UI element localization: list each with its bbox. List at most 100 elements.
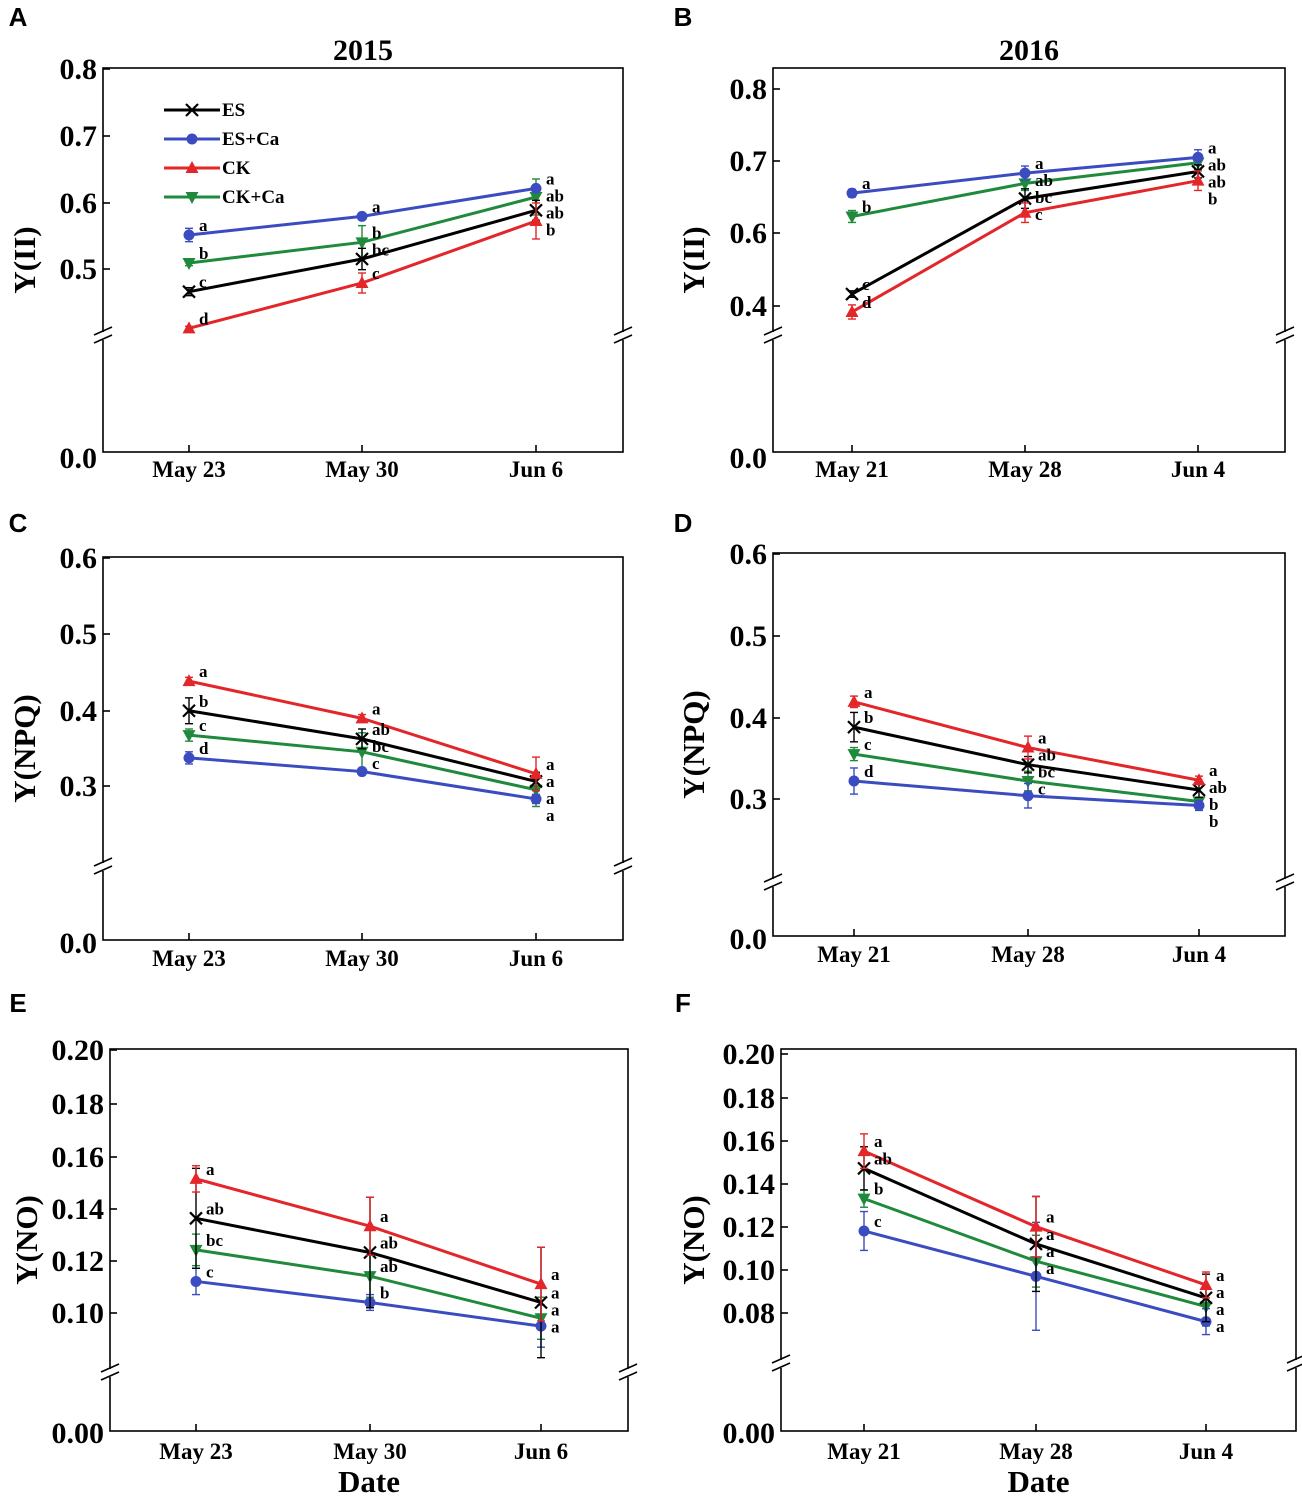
x-tick-label: May 28 bbox=[988, 457, 1061, 482]
series-es-ca bbox=[848, 767, 1205, 812]
legend-label: CK+Ca bbox=[222, 187, 285, 208]
plot-frame bbox=[102, 556, 624, 941]
significance-letter: d bbox=[862, 293, 872, 312]
x-tick-label: Jun 4 bbox=[1172, 942, 1227, 967]
y-tick-label: 0.4 bbox=[730, 290, 768, 323]
legend-item: ES bbox=[164, 100, 245, 121]
x-tick-label: May 23 bbox=[159, 1439, 232, 1464]
marker-ck bbox=[185, 161, 199, 173]
marker-es-ca bbox=[530, 793, 542, 805]
y-tick-label: 0.08 bbox=[723, 1297, 776, 1330]
y-tick-label: 0.6 bbox=[60, 542, 98, 575]
significance-letter: ab bbox=[1038, 746, 1056, 765]
significance-letter: a bbox=[1046, 1208, 1055, 1227]
panel-d: D 0.3 0.4 0.5 0.6 0.0 May 21 May 28 Jun 4 Y(NPQ) a… bbox=[674, 508, 1295, 967]
legend-item: ES+Ca bbox=[164, 129, 280, 150]
panel-c: C 0.3 0.4 0.5 0.6 0.0 May 23 May 30 Jun 6 Y(NPQ) a… bbox=[7, 508, 633, 971]
marker-es-ca bbox=[356, 766, 368, 778]
significance-letter: c bbox=[862, 275, 870, 294]
significance-letter: b bbox=[546, 220, 555, 239]
significance-letter: a bbox=[551, 1300, 560, 1319]
panel-letter: A bbox=[9, 2, 28, 32]
significance-letter: ab bbox=[380, 1234, 398, 1253]
significance-letter: a bbox=[372, 699, 381, 718]
significance-letter: a bbox=[199, 662, 208, 681]
panel-letter: F bbox=[675, 988, 691, 1018]
series-es bbox=[182, 199, 543, 299]
significance-letter: bc bbox=[372, 737, 389, 756]
plot-frame bbox=[772, 67, 1286, 453]
marker-es-ca bbox=[858, 1225, 870, 1237]
marker-es-ca bbox=[846, 187, 858, 199]
significance-letter: b bbox=[1209, 812, 1218, 831]
panel-letter: C bbox=[9, 508, 28, 538]
x-tick-label: May 21 bbox=[827, 1439, 900, 1464]
y-tick-label: 0.3 bbox=[730, 783, 768, 816]
marker-ck bbox=[534, 1277, 548, 1290]
y-tick-label: 0.12 bbox=[723, 1211, 776, 1244]
y-axis-label: Y(NPQ) bbox=[676, 690, 711, 798]
significance-letter: b bbox=[372, 223, 381, 242]
marker-es bbox=[189, 1211, 203, 1226]
x-tick-label: May 30 bbox=[333, 1439, 406, 1464]
significance-letter: c bbox=[864, 735, 872, 754]
significance-letter: c bbox=[199, 716, 207, 735]
significance-letter: a bbox=[1216, 1317, 1225, 1336]
significance-letter: c bbox=[206, 1262, 214, 1281]
marker-ck-ca bbox=[1021, 776, 1035, 789]
plot-frame bbox=[109, 1048, 629, 1432]
y-tick-label-zero: 0.0 bbox=[730, 442, 768, 475]
series-ck bbox=[189, 1165, 548, 1322]
panel-title: 2015 bbox=[333, 34, 393, 67]
significance-letter: a bbox=[546, 755, 555, 774]
y-tick-label: 0.6 bbox=[730, 538, 768, 571]
significance-letter: c bbox=[372, 754, 380, 773]
y-axis-label: Y(II) bbox=[676, 226, 711, 293]
legend-label: ES bbox=[222, 100, 245, 121]
marker-es bbox=[1021, 757, 1035, 772]
x-tick-label: Jun 4 bbox=[1179, 1439, 1234, 1464]
marker-es-ca bbox=[356, 210, 368, 222]
y-tick-label: 0.7 bbox=[60, 120, 98, 153]
significance-letter: b bbox=[1209, 795, 1218, 814]
y-tick-label: 0.18 bbox=[52, 1088, 105, 1121]
marker-ck bbox=[1021, 740, 1035, 753]
y-axis-label: Y(NO) bbox=[9, 1195, 44, 1285]
y-tick-label: 0.10 bbox=[52, 1297, 105, 1330]
marker-ck-ca bbox=[857, 1193, 871, 1206]
legend-item: CK+Ca bbox=[164, 187, 285, 208]
significance-letter: b bbox=[1208, 189, 1217, 208]
marker-es bbox=[182, 284, 196, 299]
y-tick-label-zero: 0.0 bbox=[730, 923, 768, 956]
significance-letter: bc bbox=[1038, 763, 1055, 782]
marker-es bbox=[1192, 783, 1206, 797]
significance-letter: b bbox=[380, 1283, 389, 1302]
marker-ck-ca bbox=[845, 211, 859, 224]
marker-es bbox=[185, 103, 199, 117]
significance-letter: a bbox=[380, 1207, 389, 1226]
significance-letter: bc bbox=[206, 1231, 223, 1250]
significance-letter: a bbox=[1046, 1225, 1055, 1244]
significance-letter: ab bbox=[1035, 171, 1053, 190]
y-tick-label: 0.8 bbox=[60, 53, 98, 86]
legend-item: CK bbox=[164, 158, 251, 179]
y-tick-label: 0.20 bbox=[52, 1034, 105, 1067]
plot-frame bbox=[772, 552, 1286, 937]
significance-letter: ab bbox=[874, 1149, 892, 1168]
significance-letter: bc bbox=[372, 240, 389, 259]
axis-break bbox=[771, 1354, 1302, 1372]
significance-letter: a bbox=[206, 1160, 215, 1179]
significance-letter: b bbox=[874, 1180, 883, 1199]
y-tick-label: 0.8 bbox=[730, 73, 768, 106]
marker-es-ca bbox=[183, 752, 195, 764]
x-tick-label: May 23 bbox=[152, 946, 225, 971]
significance-letter: c bbox=[372, 264, 380, 283]
y-tick-label: 0.16 bbox=[52, 1141, 105, 1174]
significance-letter: a bbox=[546, 169, 555, 188]
panel-a: A 2015 0.5 0.6 0.7 0.8 0.0 May 23 May 30 Jun 6 Y(I… bbox=[7, 2, 633, 482]
panel-b: B 2016 0.4 0.6 0.7 0.8 0.0 May 21 May 28 Jun 4 Y(I… bbox=[674, 2, 1295, 482]
significance-letter: c bbox=[1035, 205, 1043, 224]
significance-letter: d bbox=[864, 762, 874, 781]
significance-letter: ab bbox=[1208, 172, 1226, 191]
